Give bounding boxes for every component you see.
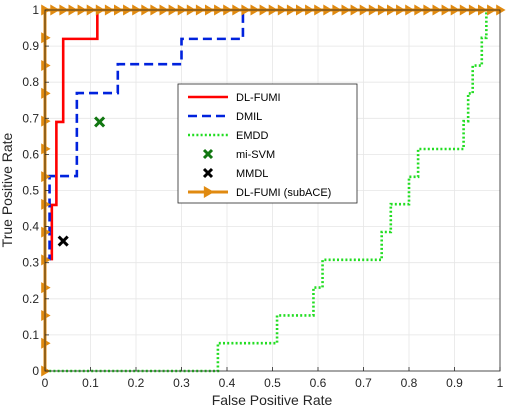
legend-mmdl-label: MMDL [236, 168, 268, 180]
y-tick-label: 0.2 [22, 292, 39, 306]
x-tick-label: 0.8 [401, 376, 418, 390]
x-tick-label: 0.3 [173, 376, 190, 390]
mi-svm-point [94, 116, 106, 128]
legend-dl-fumi-label: DL-FUMI [236, 92, 281, 104]
legend-dmil-label: DMIL [236, 111, 262, 123]
y-tick-label: 0.8 [22, 75, 39, 89]
dl-fumi-subace-marker [41, 59, 51, 72]
x-tick-label: 0 [42, 376, 49, 390]
dl-fumi-subace-marker [41, 87, 51, 99]
legend-mmdl-marker [202, 167, 214, 179]
legend: DL-FUMI DMIL EMDD mi-SVM MMDL DL-FUMI (subACE… [177, 83, 358, 204]
x-tick-label: 0.4 [219, 376, 236, 390]
legend-dl-fumi-subace-label: DL-FUMI (subACE) [236, 187, 331, 199]
dmil-line [43, 8, 500, 371]
mi-svm-point-stroke [94, 116, 106, 128]
mmdl-point [57, 235, 69, 247]
y-tick-label: 0.4 [22, 220, 39, 234]
x-tick-label: 0.9 [446, 376, 463, 390]
legend-dl-fumi-subace-marker [203, 185, 215, 199]
dl-fumi-subace-marker [41, 337, 51, 349]
y-tick-label: 0.6 [22, 147, 39, 161]
dl-fumi-subace-marker [41, 282, 51, 294]
x-tick-label: 1 [497, 376, 504, 390]
x-tick-label: 0.2 [128, 376, 145, 390]
x-tick-label: 0.1 [82, 376, 99, 390]
x-tick-label: 0.6 [310, 376, 327, 390]
legend-mi-svm-label: mi-SVM [236, 149, 275, 161]
legend-mi-svm-marker [202, 148, 214, 160]
y-tick-label: 0.7 [22, 111, 39, 125]
dl-fumi-subace-marker [41, 143, 51, 155]
y-tick-label: 0.3 [22, 256, 39, 270]
y-tick-label: 0.5 [22, 184, 39, 198]
legend-mmdl-marker-stroke [202, 167, 214, 179]
dl-fumi-subace-marker [41, 171, 51, 183]
legend-mi-svm-marker-stroke [202, 148, 214, 160]
x-tick-label: 0.7 [355, 376, 372, 390]
dl-fumi-subace-marker [41, 226, 51, 238]
dl-fumi-subace-marker [41, 198, 51, 210]
x-tick-label: 0.5 [264, 376, 281, 390]
x-axis-title: False Positive Rate [212, 392, 333, 408]
legend-emdd-label: EMDD [236, 130, 268, 142]
tick-layer: 0 0.1 0.2 0.3 0.4 0.5 0.6 0.7 0.8 0.9 1 0 0.1 0.2 0.3 0… [22, 3, 503, 390]
y-tick-label: 1 [32, 3, 39, 17]
mmdl-point-stroke [57, 235, 69, 247]
legend-box [177, 83, 358, 204]
y-tick-label: 0 [32, 364, 39, 378]
dl-fumi-subace-marker [41, 309, 51, 322]
y-tick-label: 0.9 [22, 39, 39, 53]
y-tick-label: 0.1 [22, 328, 39, 342]
y-axis-title: True Positive Rate [0, 132, 15, 247]
dl-fumi-subace-marker [41, 32, 51, 44]
